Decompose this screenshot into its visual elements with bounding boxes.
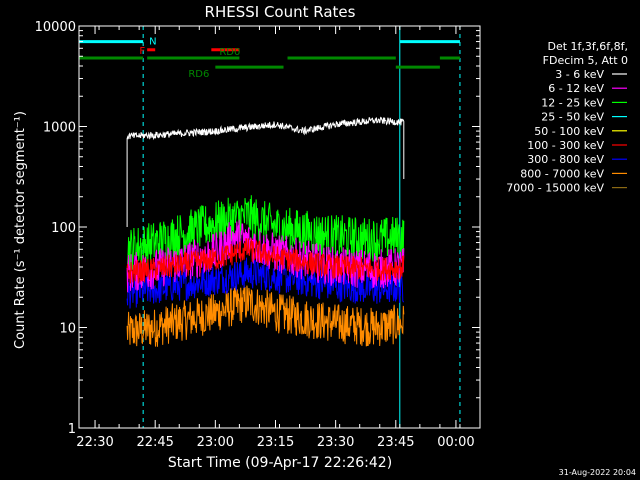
- x-tick-label: 00:00: [437, 435, 474, 450]
- x-tick-label: 22:30: [76, 435, 113, 450]
- flag-label: N: [149, 37, 156, 48]
- legend-entry-label: 3 - 6 keV: [555, 68, 604, 81]
- x-axis-label: Start Time (09-Apr-17 22:26:42): [168, 455, 392, 471]
- legend-entry-label: 100 - 300 keV: [527, 139, 604, 152]
- x-tick-label: 23:00: [197, 435, 234, 450]
- y-tick-label: 100: [51, 221, 76, 236]
- y-tick-label: 10: [59, 322, 76, 337]
- chart-title: RHESSI Count Rates: [205, 3, 356, 21]
- x-tick-label: 23:45: [377, 435, 414, 450]
- legend-entry-label: 50 - 100 keV: [534, 125, 604, 138]
- legend-header: Det 1f,3f,6f,8f,: [547, 40, 628, 53]
- legend: Det 1f,3f,6f,8f,FDecim 5, Att 03 - 6 keV…: [506, 40, 628, 195]
- x-tick-label: 23:15: [257, 435, 294, 450]
- series-line: [126, 238, 405, 284]
- axis-ticks: 22:30 22:45 23:00 23:15 23:30 23:45 00:00 1 10 10…: [35, 20, 481, 450]
- flag-label: F: [139, 46, 145, 57]
- series-line: [126, 257, 405, 309]
- x-tick-label: 23:30: [317, 435, 354, 450]
- legend-entry-label: 7000 - 15000 keV: [506, 182, 604, 195]
- flag-label: RD0: [219, 47, 240, 58]
- legend-entry-label: 300 - 800 keV: [527, 153, 604, 166]
- y-tick-label: 1000: [43, 121, 76, 136]
- series-line: [126, 116, 405, 227]
- date-stamp: 31-Aug-2022 20:04: [559, 468, 636, 477]
- legend-entry-label: 12 - 25 keV: [541, 96, 604, 109]
- y-axis-label: Count Rate (s⁻¹ detector segment⁻¹): [13, 111, 28, 349]
- legend-entry-label: 800 - 7000 keV: [520, 167, 604, 180]
- legend-entry-label: 6 - 12 keV: [548, 82, 604, 95]
- y-tick-label: 1: [68, 422, 76, 437]
- legend-header: FDecim 5, Att 0: [543, 54, 628, 67]
- x-tick-label: 22:45: [136, 435, 173, 450]
- state-flag-bars: NF RD0 RD6: [79, 37, 460, 80]
- series-line: [126, 195, 405, 270]
- data-series: [126, 116, 405, 347]
- y-tick-label: 10000: [35, 20, 76, 35]
- flag-label: RD6: [188, 69, 209, 80]
- legend-entry-label: 25 - 50 keV: [541, 111, 604, 124]
- series-line: [126, 284, 405, 347]
